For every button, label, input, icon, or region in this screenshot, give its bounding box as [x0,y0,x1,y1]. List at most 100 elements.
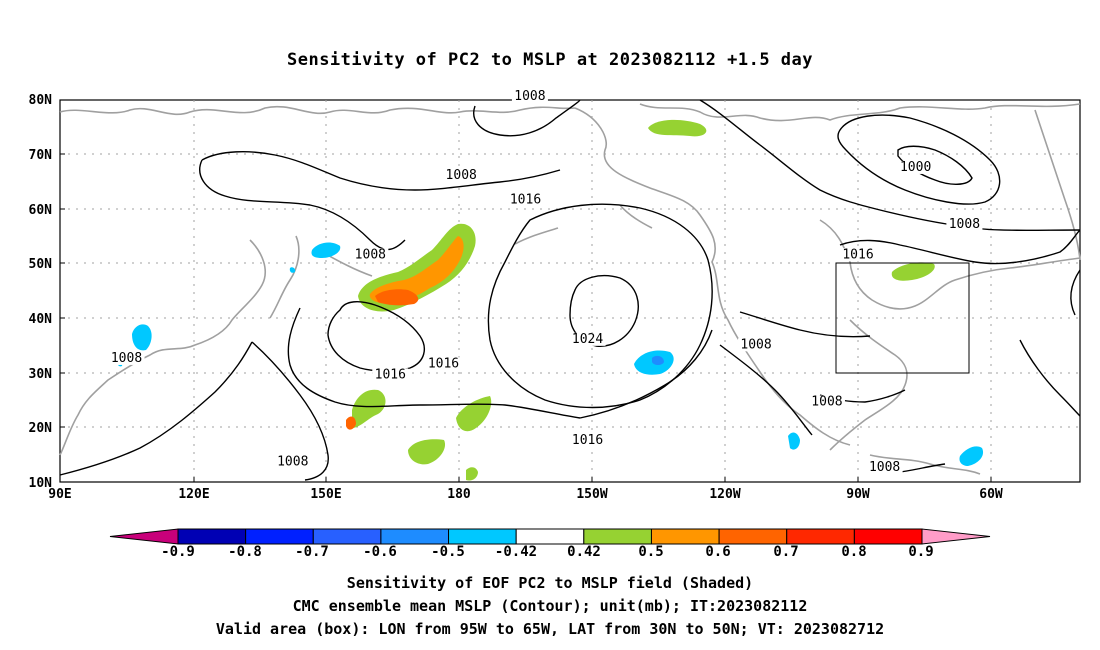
axis-labels: 90E 120E 150E 180 150W 120W 90W 60W 80N … [29,93,1003,502]
contour-label-bg [274,455,311,469]
caption-shaded: Sensitivity of EOF PC2 to MSLP field (Sh… [346,574,754,592]
cyan-patch-small-1 [289,267,296,273]
contour-label-bg [946,218,983,232]
colorbar-high-arrow [921,528,991,545]
lat-label-80n: 80N [29,93,53,108]
contour-label: 1008 [740,337,771,352]
colorbar-box [312,528,382,545]
contour-label: 1008 [811,395,842,410]
contour-label: 1016 [428,356,459,371]
colorbar-label: 0.5 [638,544,663,560]
contour-label-bg [897,160,934,174]
lon-label-90e: 90E [48,487,71,502]
colorbar-boxes [109,528,991,545]
contour-label: 1008 [869,460,900,475]
lon-label-90w: 90W [846,487,870,502]
lat-label-60n: 60N [29,203,53,218]
contour-label-bg [425,357,462,371]
colorbar-box [448,528,517,545]
lon-label-60w: 60W [979,487,1003,502]
mslp-contours [59,99,1081,481]
colorbar-label: 0.9 [908,544,933,560]
contour-label: 1008 [355,247,386,262]
blue-patch-pacific [652,355,664,365]
contour-label: 1016 [375,367,406,382]
contour-label-bg [511,90,548,103]
lon-label-180: 180 [447,487,471,502]
contour-label-bg [352,248,389,262]
coastlines [59,103,1081,475]
contour-label: 1016 [510,193,541,208]
lat-label-30n: 30N [29,367,53,382]
contour-label: 1008 [111,351,142,366]
colorbar-box [583,528,652,545]
colorbar-labels: -0.9 -0.8 -0.7 -0.6 -0.5 -0.42 0.42 0.5 … [161,544,934,560]
contour-label: 1008 [949,217,980,232]
colorbar-box [718,528,788,545]
contour-label-bg [840,248,876,262]
lon-label-150e: 150E [310,487,341,502]
lon-label-120e: 120E [178,487,209,502]
lon-label-150w: 150W [576,487,607,502]
colorbar: -0.9 -0.8 -0.7 -0.6 -0.5 -0.42 0.42 0.5 … [109,528,991,560]
cyan-patch-china [132,324,152,351]
green-patch-arctic [648,119,707,137]
colorbar-label: -0.7 [295,544,329,560]
colorbar-label: -0.6 [363,544,397,560]
green-patch-tropics-1 [352,389,386,428]
contour-label: 1016 [842,247,873,262]
contour-label: 1016 [572,433,603,448]
orange-patch-pacific [369,236,464,304]
cyan-patch-japan [311,242,341,258]
darkorange-patch-pacific [375,289,419,306]
contour-label: 1000 [900,160,931,175]
contour-labels: 1008 1008 1016 1000 1008 1016 1008 1008 1016 1016… [108,89,983,475]
contour-label-bg [866,461,903,475]
green-patch-great-lakes [891,262,935,281]
colorbar-label: -0.5 [431,544,465,560]
colorbar-label: 0.6 [705,544,730,560]
colorbar-box [380,528,450,545]
green-patch-tropics-4 [466,467,478,481]
lat-label-70n: 70N [29,148,53,163]
colorbar-label: -0.8 [228,544,262,560]
contour-label-bg [372,368,409,382]
contour-label: 1008 [277,455,308,470]
colorbar-box [245,528,314,545]
valid-area-box [835,262,970,374]
cyan-patch-caribbean [959,446,984,466]
contour-label-bg [569,332,606,346]
lat-label-40n: 40N [29,312,53,327]
colorbar-box [515,528,585,545]
colorbar-label: 0.42 [567,544,601,560]
map-title: Sensitivity of PC2 to MSLP at 2023082112… [286,50,813,70]
cyan-patch-mexico [788,432,800,450]
map-panel: 1008 1008 1016 1000 1008 1016 1008 1008 1016 1016… [29,89,1081,502]
colorbar-box [853,528,923,545]
colorbar-box [650,528,720,545]
axis-ticks [60,153,992,482]
contour-label: 1008 [446,168,477,183]
lat-label-50n: 50N [29,257,53,272]
contour-label-bg [443,169,480,183]
colorbar-label: -0.42 [495,544,537,560]
colorbar-label: 0.8 [841,544,866,560]
lat-label-20n: 20N [29,421,53,436]
colorbar-box [786,528,855,545]
green-patch-tropics-3 [408,439,446,465]
contour-label-bg [507,193,544,207]
contour-label: 1024 [572,332,603,347]
colorbar-box [177,528,247,545]
caption-contour: CMC ensemble mean MSLP (Contour); unit(m… [292,597,808,615]
colorbar-low-arrow [109,528,179,545]
contour-label: 1008 [514,89,545,104]
contour-label-bg [108,351,145,365]
caption-valid-area: Valid area (box): LON from 95W to 65W, L… [215,620,885,638]
colorbar-label: 0.7 [773,544,798,560]
contour-label-bg [738,338,775,352]
lon-label-120w: 120W [709,487,740,502]
contour-label-bg [569,433,606,447]
orange-patch-tropics [346,416,356,430]
contour-label-bg [808,395,845,409]
colorbar-label: -0.9 [161,544,195,560]
